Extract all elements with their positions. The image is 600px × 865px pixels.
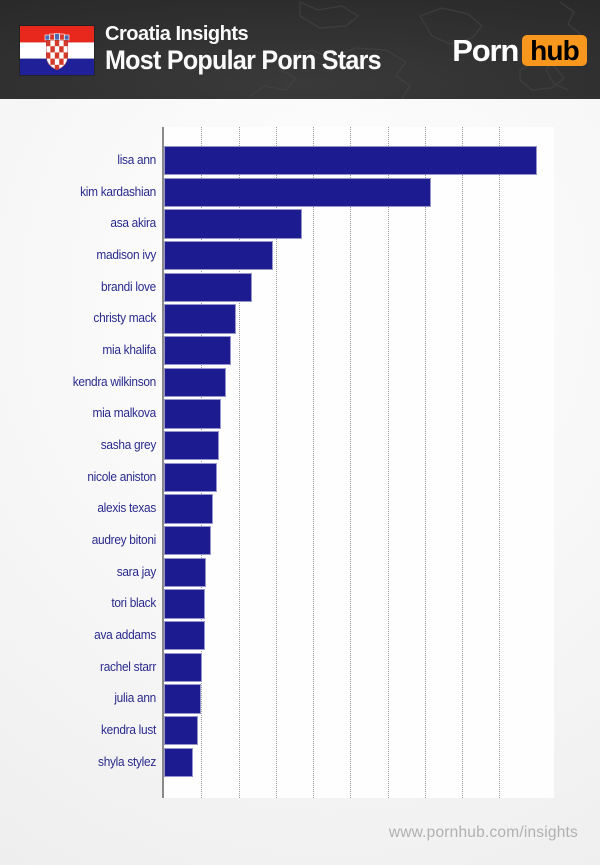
bar-label: sara jay — [116, 564, 157, 579]
bar-label: tori black — [111, 596, 156, 611]
bar — [164, 177, 431, 208]
footer-url: www.pornhub.com/insights — [388, 824, 578, 841]
header-subtitle: Croatia Insights — [105, 23, 249, 45]
category-labels: lisa ann kim kardashian asa akira madison i… — [0, 127, 157, 798]
bar — [164, 684, 201, 714]
page-title: Most Popular Porn Stars — [105, 45, 382, 75]
bar-label: audrey bitoni — [91, 532, 157, 547]
gridline — [275, 127, 277, 798]
gridline — [499, 127, 501, 798]
bar — [164, 652, 202, 682]
bar-label: shyla stylez — [98, 754, 156, 769]
gridline — [424, 127, 426, 798]
bar-label: rachel starr — [100, 659, 156, 674]
header: Croatia Insights Most Popular Porn Stars… — [0, 0, 600, 99]
bar-label: asa akira — [110, 216, 156, 231]
bar-label: sasha grey — [100, 437, 157, 452]
bar-label: mia malkova — [92, 406, 156, 421]
gridline — [238, 127, 240, 798]
bar — [164, 399, 221, 429]
bar-chart: lisa ann kim kardashian asa akira madison i… — [0, 99, 600, 819]
bar-label: kendra wilkinson — [72, 374, 157, 389]
bar — [164, 589, 206, 619]
bar-label: brandi love — [101, 279, 156, 294]
bar-label: nicole aniston — [87, 469, 156, 484]
bar — [164, 715, 198, 746]
gridline — [462, 127, 464, 798]
bar-label: madison ivy — [96, 247, 156, 262]
bar-label: kendra lust — [101, 722, 156, 737]
bar — [164, 747, 194, 777]
bar — [164, 335, 231, 366]
bar — [164, 367, 226, 397]
pornhub-logo: Porn hub — [452, 34, 587, 66]
bar-label: mia khalifa — [102, 342, 156, 357]
bar — [164, 272, 252, 303]
y-axis-line — [162, 127, 164, 798]
logo-word-porn: Porn — [452, 32, 519, 68]
bar-label: ava addams — [94, 627, 156, 642]
bar — [164, 304, 236, 334]
plot-area — [164, 127, 554, 798]
bar-label: alexis texas — [97, 501, 156, 516]
bar — [164, 620, 205, 651]
gridline — [313, 127, 315, 798]
gridline — [201, 127, 203, 798]
bar-label: julia ann — [114, 691, 156, 706]
bar — [164, 240, 274, 271]
gridline — [387, 127, 389, 798]
bar-label: kim kardashian — [80, 184, 156, 199]
croatia-flag-icon — [20, 26, 94, 75]
bar — [164, 430, 220, 461]
gridline — [350, 127, 352, 798]
bar-label: christy mack — [93, 311, 156, 326]
bar — [164, 146, 537, 176]
header-titles: Croatia Insights Most Popular Porn Stars — [105, 23, 402, 75]
bar-label: lisa ann — [117, 153, 156, 167]
logo-word-hub: hub — [522, 34, 587, 66]
bar — [164, 494, 213, 524]
bar — [164, 525, 212, 556]
bar — [164, 462, 217, 492]
bar — [164, 557, 207, 587]
bar — [164, 209, 302, 239]
